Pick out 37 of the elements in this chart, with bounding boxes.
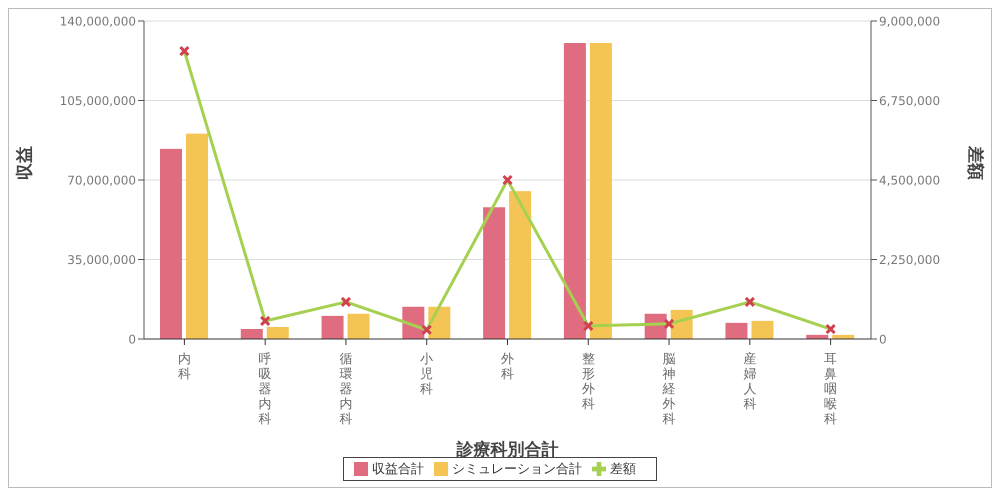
x-tick-label: 循環器内科 <box>339 352 352 427</box>
y-axis-title: 収益 <box>15 146 36 180</box>
x-axis-title: 診療科別合計 <box>456 440 558 460</box>
x-tick-label: 内科 <box>178 352 191 382</box>
y2-tick-label: 9,000,000 <box>879 14 940 28</box>
bar <box>160 148 182 339</box>
bar <box>322 316 344 339</box>
bar <box>240 329 263 339</box>
bar <box>483 207 506 339</box>
bar <box>725 322 748 339</box>
x-tick-label: 呼吸器内科 <box>258 352 272 427</box>
x-tick-label: 整形外科 <box>582 352 595 412</box>
bar <box>348 314 370 339</box>
bar <box>590 43 612 339</box>
y-tick-label: 0 <box>128 332 136 346</box>
y-tick-label: 70,000,000 <box>67 173 136 188</box>
y2-axis-title: 差額 <box>964 145 985 180</box>
x-tick-label: 外科 <box>501 352 514 382</box>
bar <box>564 43 586 339</box>
legend-label: 収益合計 <box>372 462 424 477</box>
legend-label: 差額 <box>610 462 636 477</box>
bar <box>186 134 208 339</box>
y2-tick-label: 4,500,000 <box>879 173 940 188</box>
y2-tick-label: 6,750,000 <box>879 94 940 108</box>
bar <box>266 326 289 339</box>
y-tick-label: 105,000,000 <box>60 94 136 108</box>
y-tick-label: 140,000,000 <box>60 14 136 28</box>
x-tick-label: 小児科 <box>420 352 434 397</box>
legend-label: シミュレーション合計 <box>452 462 582 477</box>
bar <box>751 320 774 339</box>
x-tick-label: 脳神経外科 <box>662 352 676 427</box>
x-tick-label: 耳鼻咽喉科 <box>824 352 838 427</box>
y2-tick-label: 2,250,000 <box>879 252 940 267</box>
y2-tick-label: 0 <box>879 332 887 346</box>
bar <box>509 191 532 339</box>
x-tick-label: 産婦人科 <box>743 351 756 412</box>
y-tick-label: 35,000,000 <box>67 252 136 267</box>
